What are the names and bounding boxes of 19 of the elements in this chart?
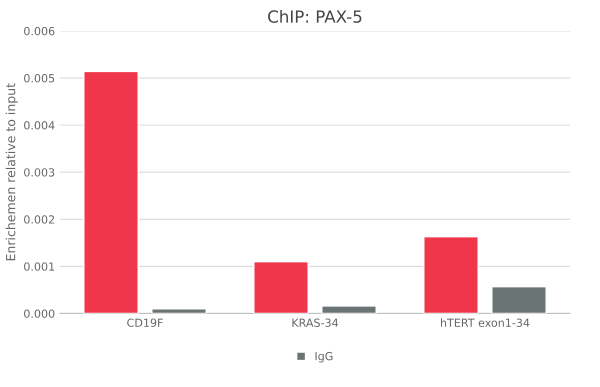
bar (423, 236, 479, 314)
x-tick-label: CD19F (127, 318, 163, 327)
bar (253, 260, 309, 314)
y-tick-label: 0.005 (24, 74, 54, 82)
bar (83, 70, 139, 314)
y-tick-label: 0.003 (24, 168, 54, 177)
bar (491, 286, 547, 314)
y-tick-label: 0.002 (24, 215, 54, 224)
y-tick-label: 0.006 (24, 26, 54, 36)
chart-title: ChIP: PAX-5 (268, 10, 362, 23)
y-tick-label: 0.004 (24, 121, 55, 130)
x-tick-label: KRAS-34 (292, 318, 338, 327)
bar (321, 305, 377, 314)
legend-label: IgG (316, 352, 332, 362)
y-axis-title: Enrichemen relative to input (6, 83, 18, 260)
x-tick-label: hTERT exon1-34 (441, 318, 530, 327)
y-tick-label: 0.000 (24, 309, 54, 318)
y-tick-label: 0.001 (24, 262, 54, 271)
bar (151, 308, 207, 314)
